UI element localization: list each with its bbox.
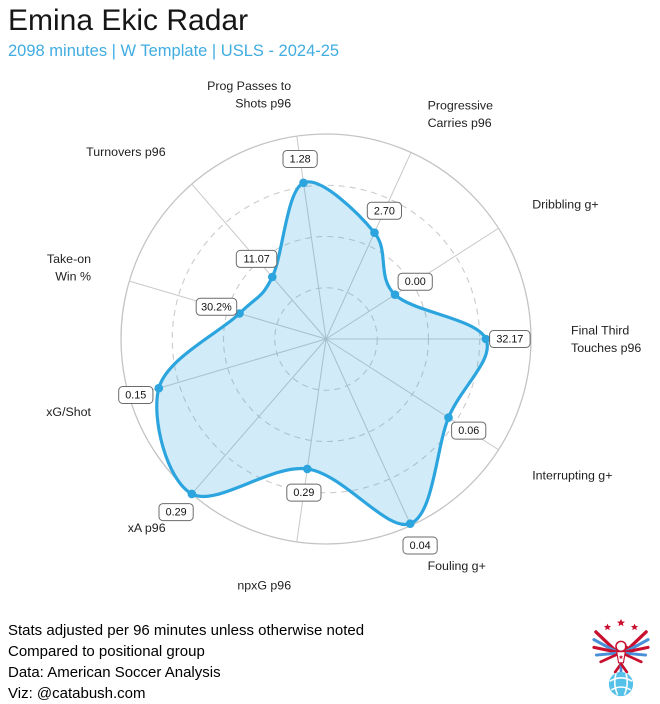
radar-spoke: [296, 136, 327, 340]
page-title: Emina Ekic Radar: [8, 4, 249, 37]
data-point: [481, 334, 491, 344]
footer-note-comparison: Compared to positional group: [8, 643, 205, 660]
radar-area: [156, 181, 488, 525]
value-label: 0.00: [405, 276, 426, 288]
axis-label: xG/Shot: [46, 405, 91, 419]
data-point: [235, 309, 244, 318]
radar-spoke: [296, 338, 327, 542]
value-label: 1.28: [290, 154, 311, 166]
logo-ball: [608, 672, 634, 697]
logo-eagle-wings: [592, 630, 650, 664]
logo-eagle-tail: [613, 662, 629, 675]
data-point: [405, 519, 415, 528]
value-label: 30.2%: [201, 301, 232, 313]
value-label-box: [282, 150, 318, 168]
value-label-box: [235, 249, 278, 268]
value-label: 2.70: [374, 205, 395, 217]
data-point: [187, 489, 197, 499]
radar-spoke: [325, 338, 412, 526]
axis-label: xA p96: [128, 521, 166, 535]
value-label: 11.07: [243, 253, 269, 265]
axis-label: Turnovers p96: [86, 145, 166, 159]
axis-label: Take-on Win %: [47, 252, 91, 284]
value-label-box: [489, 330, 531, 348]
value-label: 32.17: [496, 334, 523, 346]
data-point: [303, 464, 312, 474]
value-label-box: [195, 297, 238, 316]
footer-note-viz-credit: Viz: @catabush.com: [8, 685, 146, 702]
data-point: [299, 178, 308, 188]
radar-spoke: [191, 338, 327, 495]
value-label-box: [397, 272, 433, 291]
data-point: [444, 413, 453, 422]
footer-note-adjustment: Stats adjusted per 96 minutes unless oth…: [8, 622, 365, 639]
data-point: [268, 272, 277, 282]
value-label: 0.29: [166, 507, 187, 519]
value-label-box: [451, 421, 487, 440]
data-point: [390, 290, 400, 300]
axis-label: Final Third Touches p96: [571, 323, 641, 355]
axis-label: Fouling g+: [428, 559, 486, 573]
logo-eagle-body: [615, 640, 631, 664]
data-point: [370, 228, 379, 237]
value-label-box: [118, 386, 154, 404]
value-label-box: [158, 503, 194, 522]
value-label: 0.15: [125, 390, 146, 402]
value-label: 0.29: [293, 487, 314, 499]
footer-note-data-source: Data: American Soccer Analysis: [8, 664, 221, 681]
axis-label: Dribbling g+: [532, 198, 598, 212]
axis-label: Interrupting g+: [532, 468, 612, 482]
data-point: [154, 383, 164, 393]
page-subtitle: 2098 minutes | W Template | USLS - 2024-…: [8, 42, 340, 60]
logo-stars: [603, 618, 639, 631]
value-label: 0.04: [410, 540, 431, 552]
footer-notes: Stats adjusted per 96 minutes unless oth…: [8, 620, 568, 704]
axis-label: Progressive Carries p96: [428, 98, 494, 130]
value-label-box: [366, 201, 402, 220]
value-label-box: [402, 536, 438, 555]
value-label-box: [286, 483, 322, 502]
value-label: 0.06: [458, 425, 479, 437]
axis-label: Prog Passes to Shots p96: [207, 79, 291, 111]
radar-spoke: [325, 152, 412, 340]
asa-eagle-logo: [592, 618, 650, 697]
axis-label: npxG p96: [237, 579, 291, 593]
